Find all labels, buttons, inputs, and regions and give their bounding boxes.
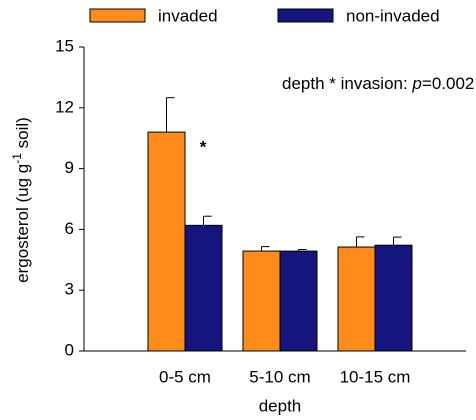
bar (337, 246, 376, 352)
y-tick-label: 0 (65, 340, 74, 359)
y-label-part: soil) (13, 117, 32, 153)
annotation: depth * invasion: p=0.002 (282, 74, 474, 93)
annotation-part: =0.002 (422, 74, 474, 93)
y-label-part: ergosterol (ug g (13, 164, 32, 283)
y-label-sup: -1 (10, 153, 24, 164)
bar (147, 131, 186, 352)
legend-swatch (89, 8, 146, 23)
legend-swatch (277, 8, 334, 23)
x-tick-label: 0-5 cm (159, 367, 211, 386)
x-axis-label: depth (259, 396, 302, 415)
legend-label: invaded (158, 6, 218, 25)
significance-mark: * (200, 137, 207, 156)
annotation-part: p (411, 74, 421, 93)
annotation-part: depth * invasion: (282, 74, 412, 93)
bar (242, 250, 281, 352)
y-tick-label: 12 (55, 97, 74, 116)
y-tick-label: 3 (65, 280, 74, 299)
x-tick-label: 5-10 cm (249, 367, 310, 386)
x-tick-label: 10-15 cm (340, 367, 411, 386)
bar (184, 224, 223, 352)
bar (279, 250, 318, 352)
legend-label: non-invaded (346, 6, 440, 25)
bar (374, 244, 413, 352)
y-tick-label: 6 (65, 219, 74, 238)
y-axis-label: ergosterol (ug g-1 soil) (10, 117, 32, 283)
y-tick-label: 9 (65, 158, 74, 177)
y-tick-label: 15 (55, 36, 74, 55)
